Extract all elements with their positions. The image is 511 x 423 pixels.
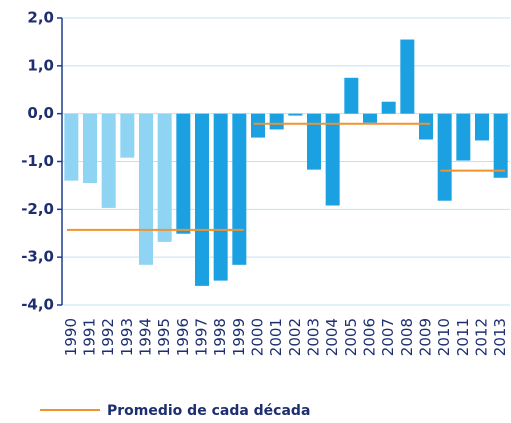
bar [363, 113, 377, 123]
x-tick-label: 1994 [137, 318, 155, 356]
bar [437, 113, 452, 201]
y-tick-label: 1,0 [27, 56, 54, 74]
bar [456, 113, 471, 161]
bar [139, 113, 153, 265]
x-tick-label: 1992 [99, 318, 117, 356]
x-tick-label: 2003 [305, 318, 323, 356]
x-tick-label: 1998 [211, 318, 229, 356]
bar [307, 113, 321, 170]
bar [475, 113, 489, 141]
bar [381, 101, 396, 114]
bar [232, 113, 247, 265]
x-tick-label: 2002 [286, 318, 304, 356]
x-tick-label: 2012 [473, 318, 491, 356]
legend-label: Promedio de cada década [107, 403, 310, 419]
bar [493, 113, 508, 178]
bar [213, 113, 228, 281]
x-tick-label: 2011 [454, 318, 472, 356]
y-tick-label: -2,0 [21, 200, 54, 218]
x-tick-label: 2000 [249, 318, 267, 356]
x-tick-label: 1991 [81, 318, 99, 356]
bar [325, 113, 340, 206]
x-tick-label: 2009 [417, 318, 435, 356]
x-tick-label: 2007 [379, 318, 397, 356]
bar [195, 113, 209, 286]
bar [64, 113, 79, 181]
bar [269, 113, 284, 130]
bar [120, 113, 135, 158]
bar [344, 77, 359, 114]
y-tick-label: -3,0 [21, 248, 54, 266]
bar [176, 113, 191, 234]
bar [101, 113, 116, 208]
x-tick-label: 1996 [174, 318, 192, 356]
y-tick-label: -4,0 [21, 296, 54, 314]
bar [419, 113, 433, 140]
x-tick-label: 1999 [230, 318, 248, 356]
x-tick-label: 2006 [361, 318, 379, 356]
y-tick-label: 2,0 [27, 9, 54, 27]
x-tick-label: 2005 [342, 318, 360, 356]
bar [400, 39, 415, 114]
x-tick-label: 1997 [193, 318, 211, 356]
x-tick-label: 1995 [155, 318, 173, 356]
bar [288, 113, 303, 116]
x-tick-label: 1990 [62, 318, 80, 356]
x-tick-label: 2001 [267, 318, 285, 356]
x-tick-label: 2013 [491, 318, 509, 356]
bar [157, 113, 172, 242]
bar [251, 113, 265, 138]
x-tick-label: 1993 [118, 318, 136, 356]
x-tick-label: 2004 [323, 318, 341, 356]
x-tick-label: 2008 [398, 318, 416, 356]
x-tick-label: 2010 [435, 318, 453, 356]
bar [83, 113, 97, 184]
y-tick-label: -1,0 [21, 152, 54, 170]
y-tick-label: 0,0 [27, 104, 54, 122]
